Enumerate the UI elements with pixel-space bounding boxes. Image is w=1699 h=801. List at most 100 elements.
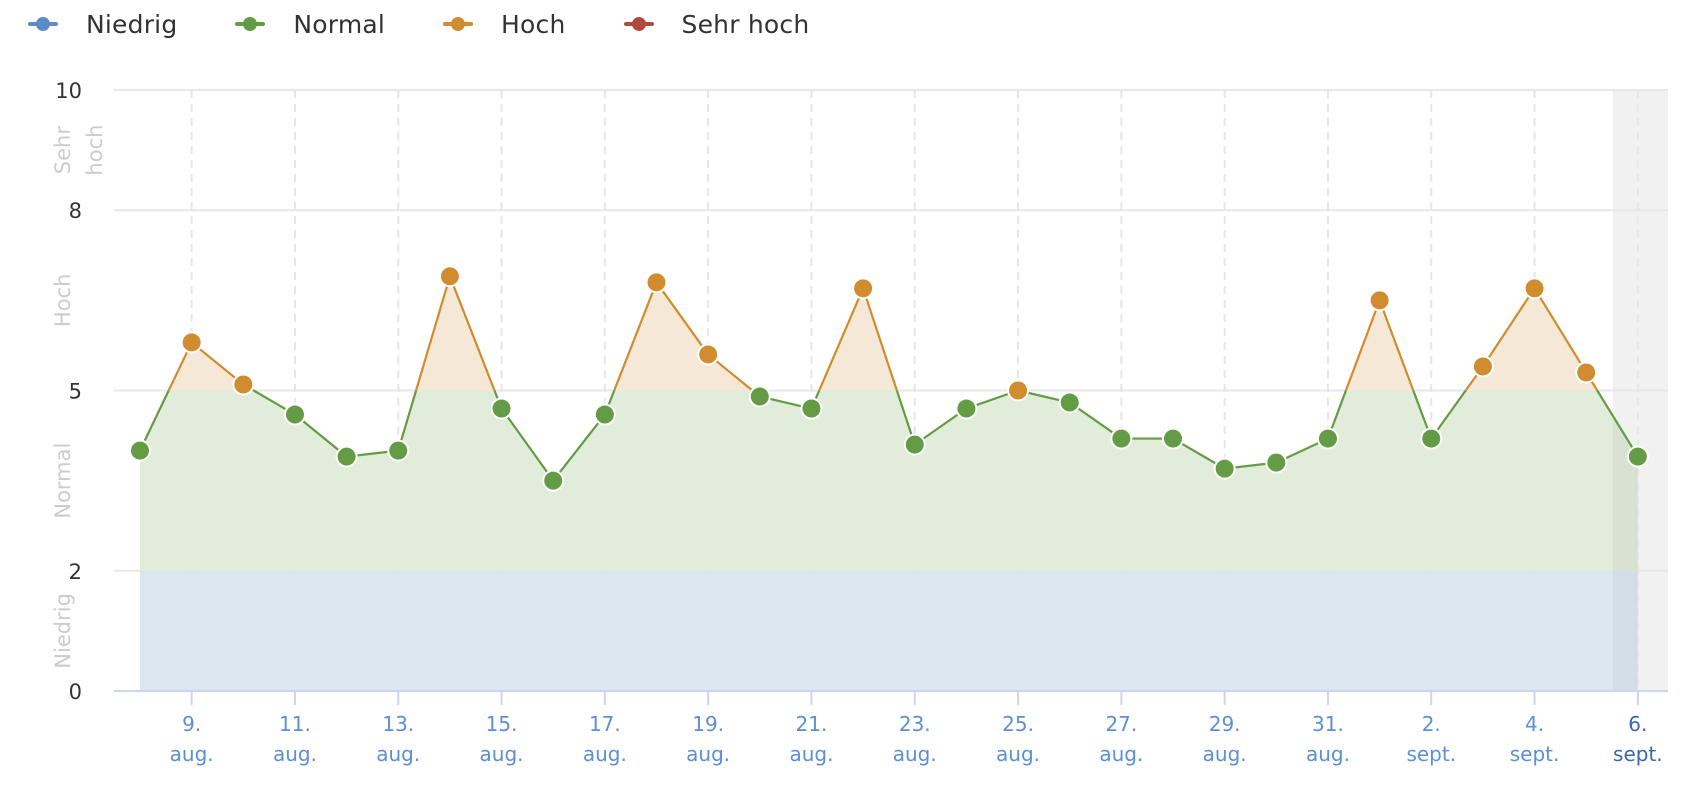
series-line-segment: [500, 407, 555, 482]
x-tick-label-day: 6.: [1628, 712, 1647, 736]
series-line-segment: [415, 275, 451, 391]
x-tick-label-day: 9.: [182, 712, 201, 736]
series-line-segment: [190, 341, 244, 386]
data-point[interactable]: [1215, 459, 1234, 478]
x-tick-label-day: 23.: [899, 712, 931, 736]
x-tick-label-day: 15.: [486, 712, 518, 736]
hoch-band-fill: [140, 276, 1638, 391]
x-tick-label-month: aug.: [789, 742, 833, 766]
x-tick-label-month: aug.: [273, 742, 317, 766]
x-tick-label-month: aug.: [1099, 742, 1143, 766]
data-point[interactable]: [337, 447, 356, 466]
data-point[interactable]: [699, 345, 718, 364]
x-tick-label-day: 29.: [1209, 712, 1241, 736]
data-point[interactable]: [182, 333, 201, 352]
data-point[interactable]: [1009, 381, 1028, 400]
legend-line-dot-icon: [443, 17, 474, 31]
x-tick-label-month: sept.: [1406, 742, 1456, 766]
data-point[interactable]: [492, 399, 511, 418]
data-point[interactable]: [131, 441, 149, 460]
legend-label: Sehr hoch: [681, 9, 810, 39]
legend-label: Hoch: [501, 9, 566, 39]
y-band-label: Sehr: [51, 126, 75, 175]
data-point[interactable]: [285, 405, 304, 424]
series-line-segment: [818, 287, 865, 391]
series-line-segment: [552, 413, 606, 482]
x-tick-label-month: aug.: [1203, 742, 1247, 766]
sehr-hoch-band-fill: [114, 90, 1676, 210]
x-tick-label-month: aug.: [686, 742, 730, 766]
data-point[interactable]: [1422, 429, 1441, 448]
data-point[interactable]: [957, 399, 976, 418]
chart-legend: Niedrig Normal Hoch Sehr hoch: [28, 6, 867, 42]
y-tick-label: 10: [55, 79, 82, 103]
y-band-label: Hoch: [51, 274, 75, 328]
data-point[interactable]: [1060, 393, 1079, 412]
x-tick-label-day: 17.: [589, 712, 621, 736]
x-tick-label-month: sept.: [1613, 742, 1663, 766]
y-tick-label: 0: [69, 680, 82, 704]
x-tick-label-day: 27.: [1105, 712, 1137, 736]
data-point[interactable]: [440, 267, 459, 286]
y-band-label: hoch: [83, 125, 107, 176]
series-line-segment: [1344, 299, 1381, 391]
x-tick-label-day: 21.: [796, 712, 828, 736]
data-point[interactable]: [802, 399, 821, 418]
legend-item-normal[interactable]: Normal: [235, 10, 385, 39]
x-tick-label-month: sept.: [1510, 742, 1560, 766]
series-line-segment: [1378, 299, 1415, 391]
legend-item-niedrig[interactable]: Niedrig: [28, 10, 177, 39]
data-point[interactable]: [1370, 291, 1389, 310]
data-point[interactable]: [1473, 357, 1492, 376]
data-point[interactable]: [1318, 429, 1337, 448]
series-line-segment: [1533, 287, 1588, 374]
data-point[interactable]: [647, 273, 666, 292]
legend-line-dot-icon: [235, 17, 266, 31]
x-tick-label-month: aug.: [996, 742, 1040, 766]
data-point[interactable]: [854, 279, 873, 298]
x-tick-label-month: aug.: [893, 742, 937, 766]
y-tick-label: 8: [69, 199, 82, 223]
normal-band-fill: [140, 390, 1638, 571]
data-point[interactable]: [389, 441, 408, 460]
data-point[interactable]: [1112, 429, 1131, 448]
series-line-segment: [448, 275, 496, 391]
data-point[interactable]: [1267, 453, 1286, 472]
x-tick-label-month: aug.: [1306, 742, 1350, 766]
series-line-segment: [655, 281, 710, 356]
data-point[interactable]: [595, 405, 614, 424]
x-tick-label-month: aug.: [170, 742, 214, 766]
x-tick-label-day: 11.: [279, 712, 311, 736]
legend-label: Niedrig: [86, 9, 178, 39]
niedrig-band-fill: [140, 570, 1638, 691]
x-tick-label-day: 13.: [382, 712, 414, 736]
legend-line-dot-icon: [28, 17, 58, 31]
x-tick-label-day: 4.: [1525, 712, 1544, 736]
data-point[interactable]: [1628, 447, 1647, 466]
x-tick-label-month: aug.: [376, 742, 420, 766]
series-line-segment: [1481, 287, 1536, 368]
series-line-segment: [613, 281, 658, 391]
x-tick-label-day: 25.: [1002, 712, 1034, 736]
data-point[interactable]: [1525, 279, 1544, 298]
legend-item-hoch[interactable]: Hoch: [443, 10, 565, 39]
series-line-segment: [862, 287, 898, 391]
data-point[interactable]: [1164, 429, 1182, 448]
x-tick-label-day: 19.: [692, 712, 724, 736]
legend-item-sehr-hoch[interactable]: Sehr hoch: [623, 9, 810, 39]
data-point[interactable]: [234, 375, 253, 394]
x-tick-label-month: aug.: [583, 742, 627, 766]
data-point[interactable]: [905, 435, 924, 454]
data-point[interactable]: [750, 387, 769, 406]
series-line-segment: [1596, 389, 1639, 458]
x-tick-label-month: aug.: [480, 742, 524, 766]
y-band-label: Niedrig: [51, 593, 75, 669]
data-point[interactable]: [544, 471, 563, 490]
legend-line-dot-icon: [623, 17, 654, 31]
legend-label: Normal: [293, 9, 386, 39]
y-band-label: Normal: [51, 443, 75, 519]
data-point[interactable]: [1577, 363, 1596, 382]
series-line-segment: [139, 390, 170, 452]
x-tick-label-day: 2.: [1422, 712, 1441, 736]
y-tick-label: 2: [69, 560, 82, 584]
